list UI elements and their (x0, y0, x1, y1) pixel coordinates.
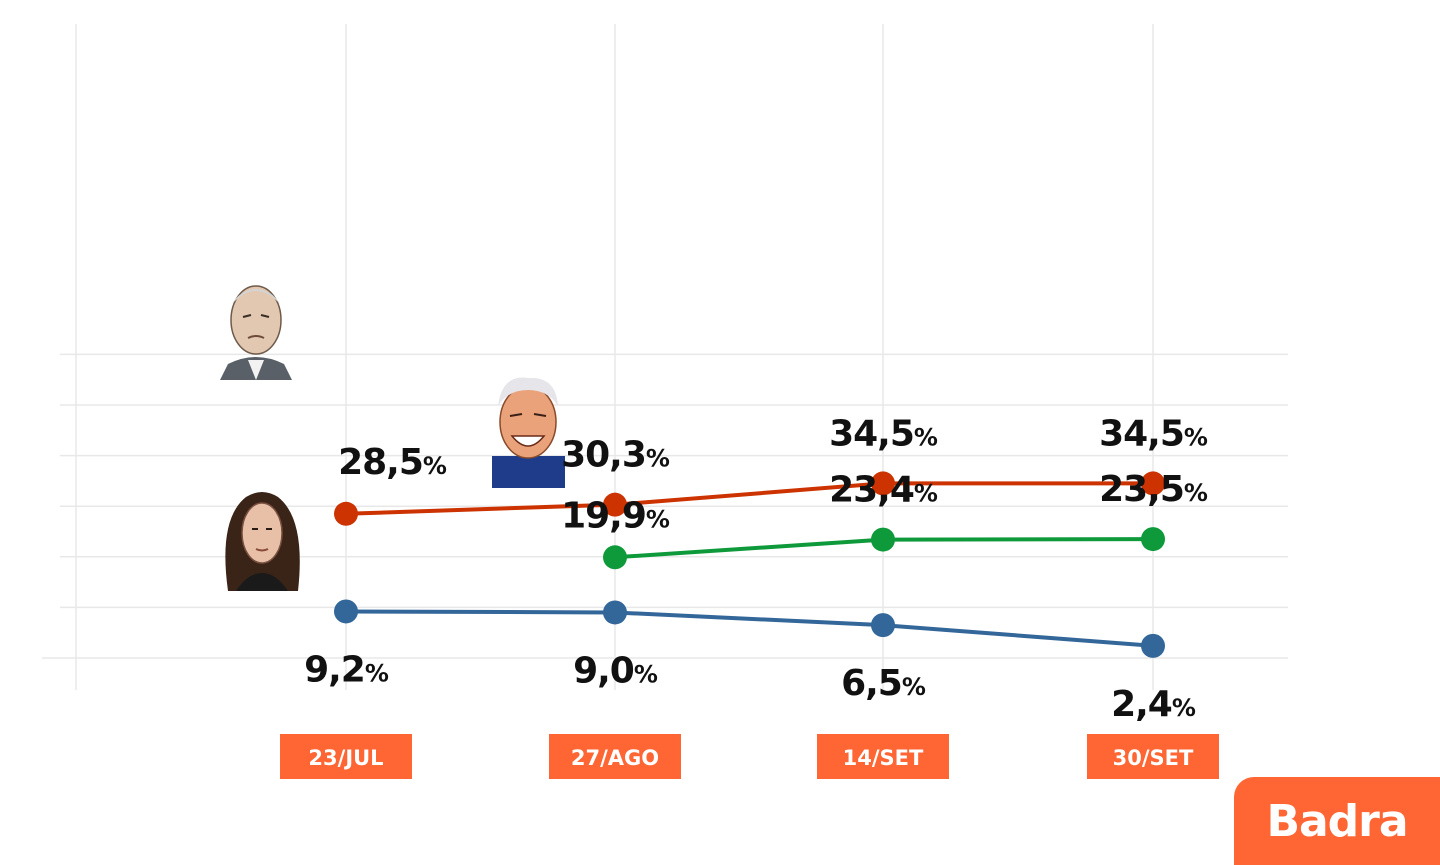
x-tick-badge (280, 734, 412, 779)
value-label-blue: 6,5% (841, 663, 926, 704)
x-tick-badge (549, 734, 681, 779)
x-tick-badge (817, 734, 949, 779)
candidate-portrait-green (492, 377, 565, 488)
value-labels: 28,5% 30,3% 34,5% 34,5% 19,9% 23,4% 23,5% 9,2% 9… (304, 413, 1209, 725)
value-label-red: 28,5% (338, 442, 447, 483)
x-tick-label: 14/SET (843, 746, 924, 770)
x-tick-label: 30/SET (1113, 746, 1194, 770)
value-label-blue: 9,0% (573, 650, 658, 691)
x-tick-label: 23/JUL (308, 746, 383, 770)
data-point-blue (334, 599, 358, 624)
candidate-portrait-blue (225, 492, 300, 591)
value-label-green: 23,5% (1099, 469, 1208, 510)
series-layer (334, 471, 1165, 658)
value-label-blue: 9,2% (304, 649, 389, 690)
data-point-blue (871, 613, 895, 638)
data-point-red (334, 501, 358, 526)
x-tick-badge (1087, 734, 1219, 779)
data-point-green (1141, 527, 1165, 552)
data-point-blue (1141, 633, 1165, 658)
brand-logo: Badra (1234, 777, 1440, 865)
data-point-red (603, 492, 627, 517)
series-line-red (345, 481, 1153, 516)
data-point-blue (603, 600, 627, 625)
data-point-red (871, 471, 895, 496)
data-point-green (603, 545, 627, 570)
data-point-red (1141, 471, 1165, 496)
x-tick-label: 27/AGO (571, 746, 659, 770)
data-point-green (871, 527, 895, 552)
x-axis: 23/JUL 27/AGO 14/SET 30/SET (280, 734, 1219, 779)
value-label-red: 34,5% (829, 413, 938, 454)
candidate-portrait-red (220, 285, 292, 380)
value-label-red: 30,3% (561, 435, 670, 476)
value-label-green: 23,4% (829, 470, 938, 511)
value-label-red: 34,5% (1099, 413, 1208, 454)
value-label-blue: 2,4% (1111, 684, 1196, 725)
value-label-green: 19,9% (561, 495, 670, 536)
series-line-blue (345, 609, 1154, 648)
